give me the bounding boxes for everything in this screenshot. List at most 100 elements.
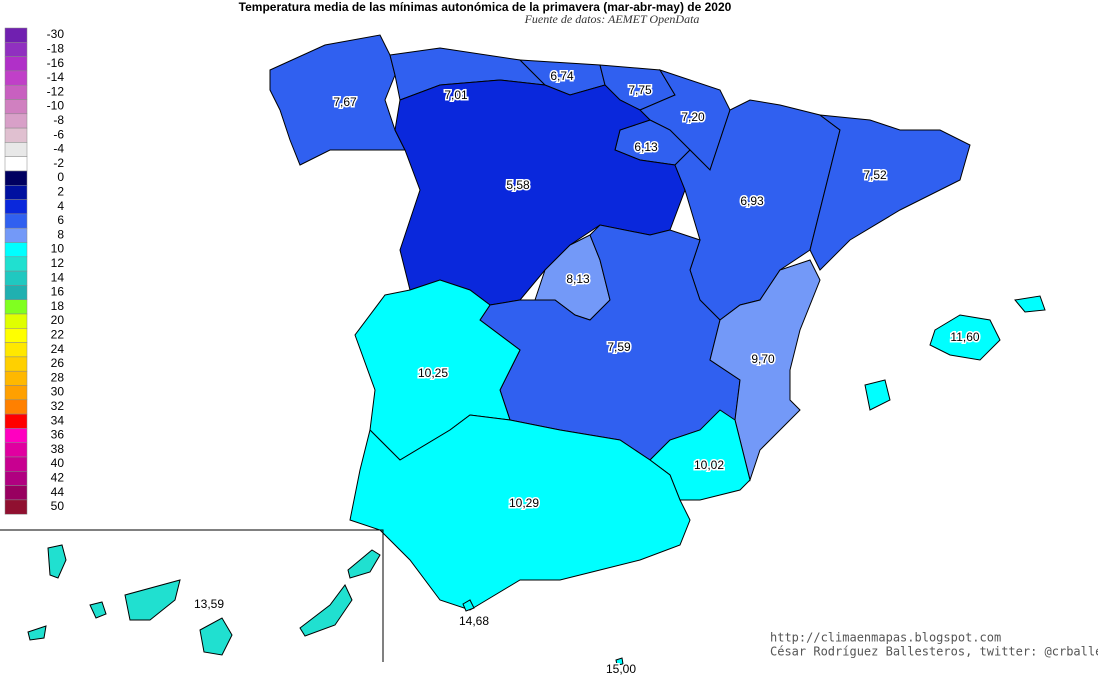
- legend-label: 44: [51, 485, 65, 499]
- castilla-leon: [394, 79, 686, 306]
- legend-swatch: [4, 227, 28, 243]
- valencia: [709, 259, 821, 482]
- legend-swatch: [4, 299, 28, 315]
- legend-swatch: [4, 27, 28, 43]
- legend: -30-18-16-14-12-10-8-6-4-202468101214161…: [4, 27, 65, 515]
- legend-swatch: [4, 170, 28, 186]
- legend-label: 18: [51, 299, 65, 313]
- menorca: [1014, 295, 1046, 313]
- region-value: 10,25: [418, 366, 448, 380]
- legend-label: -14: [47, 70, 65, 84]
- melilla: [615, 657, 624, 666]
- ceuta: [462, 599, 475, 612]
- legend-swatch: [4, 471, 28, 486]
- regions: [27, 34, 1046, 666]
- legend-label: -16: [47, 56, 65, 70]
- legend-swatch: [4, 428, 28, 443]
- legend-swatch: [4, 385, 28, 401]
- legend-label: 0: [57, 170, 64, 184]
- region-value: 7,75: [628, 83, 652, 97]
- region-value: 7,67: [333, 95, 357, 109]
- canary-island: [347, 549, 381, 579]
- cataluna: [809, 114, 971, 271]
- ibiza: [864, 379, 891, 411]
- legend-label: -30: [47, 27, 65, 41]
- legend-label: 2: [57, 184, 64, 198]
- legend-label: -6: [53, 127, 64, 141]
- legend-label: 42: [51, 470, 65, 484]
- region-value: 7,20: [681, 110, 705, 124]
- legend-swatch: [4, 456, 28, 472]
- legend-label: 20: [51, 313, 65, 327]
- legend-swatch: [4, 70, 28, 86]
- legend-swatch: [4, 485, 28, 501]
- region-value: 10,02: [694, 458, 724, 472]
- region-value: 7,59: [607, 340, 631, 354]
- legend-label: 22: [51, 327, 65, 341]
- canary-island: [124, 579, 181, 621]
- legend-swatch: [4, 370, 28, 386]
- legend-label: 50: [51, 499, 65, 513]
- legend-label: 26: [51, 356, 65, 370]
- region-value: 10,29: [509, 496, 539, 510]
- legend-swatch: [4, 99, 28, 115]
- region-value: 6,74: [550, 69, 574, 83]
- legend-label: 30: [51, 385, 65, 399]
- region-value: 9,70: [751, 352, 775, 366]
- legend-label: -12: [47, 84, 65, 98]
- title: Temperatura media de las mínimas autonóm…: [239, 0, 732, 14]
- mallorca: [929, 314, 1001, 361]
- legend-swatch: [4, 185, 28, 200]
- region-value: 11,60: [950, 330, 979, 344]
- region-value: 14,68: [459, 614, 489, 628]
- legend-label: 38: [51, 442, 65, 456]
- canary-island: [27, 625, 47, 641]
- canary-frame: [0, 529, 384, 662]
- legend-label: -10: [47, 99, 65, 113]
- legend-swatch: [4, 328, 28, 343]
- legend-swatch: [4, 499, 28, 515]
- legend-label: 28: [51, 370, 65, 384]
- legend-label: 4: [57, 199, 64, 213]
- legend-swatch: [4, 113, 28, 129]
- legend-label: 10: [51, 242, 65, 256]
- region-value: 13,59: [194, 597, 224, 611]
- legend-swatch: [4, 142, 28, 157]
- source: Fuente de datos: AEMET OpenData: [524, 12, 700, 26]
- region-value: 7,01: [444, 88, 468, 102]
- region-value: 6,13: [634, 140, 658, 154]
- canary-island: [89, 601, 107, 619]
- legend-swatch: [4, 442, 28, 458]
- legend-label: -4: [53, 142, 64, 156]
- legend-swatch: [4, 242, 28, 258]
- legend-swatch: [4, 84, 28, 100]
- legend-swatch: [4, 213, 28, 229]
- legend-label: 8: [57, 227, 64, 241]
- legend-swatch: [4, 256, 28, 272]
- legend-label: 34: [51, 413, 65, 427]
- legend-swatch: [4, 399, 28, 415]
- region-value: 15,00: [606, 662, 636, 676]
- canary-island: [47, 544, 67, 579]
- legend-label: 36: [51, 428, 65, 442]
- legend-swatch: [4, 56, 28, 72]
- canary-island: [299, 584, 353, 637]
- legend-swatch: [4, 413, 28, 429]
- andalucia: [349, 414, 691, 611]
- legend-swatch: [4, 342, 28, 358]
- region-value: 5,58: [506, 178, 530, 192]
- legend-label: -18: [47, 41, 65, 55]
- legend-swatch: [4, 313, 28, 329]
- legend-swatch: [4, 127, 28, 143]
- legend-label: 40: [51, 456, 65, 470]
- region-value: 6,93: [740, 194, 764, 208]
- region-value: 7,52: [863, 168, 887, 182]
- extremadura: [354, 279, 521, 461]
- credit: http://climaenmapas.blogspot.com: [770, 631, 1001, 645]
- legend-swatch: [4, 356, 28, 372]
- legend-label: 12: [51, 256, 65, 270]
- canary-island: [199, 617, 233, 656]
- legend-label: 14: [51, 270, 65, 284]
- legend-label: 24: [51, 342, 65, 356]
